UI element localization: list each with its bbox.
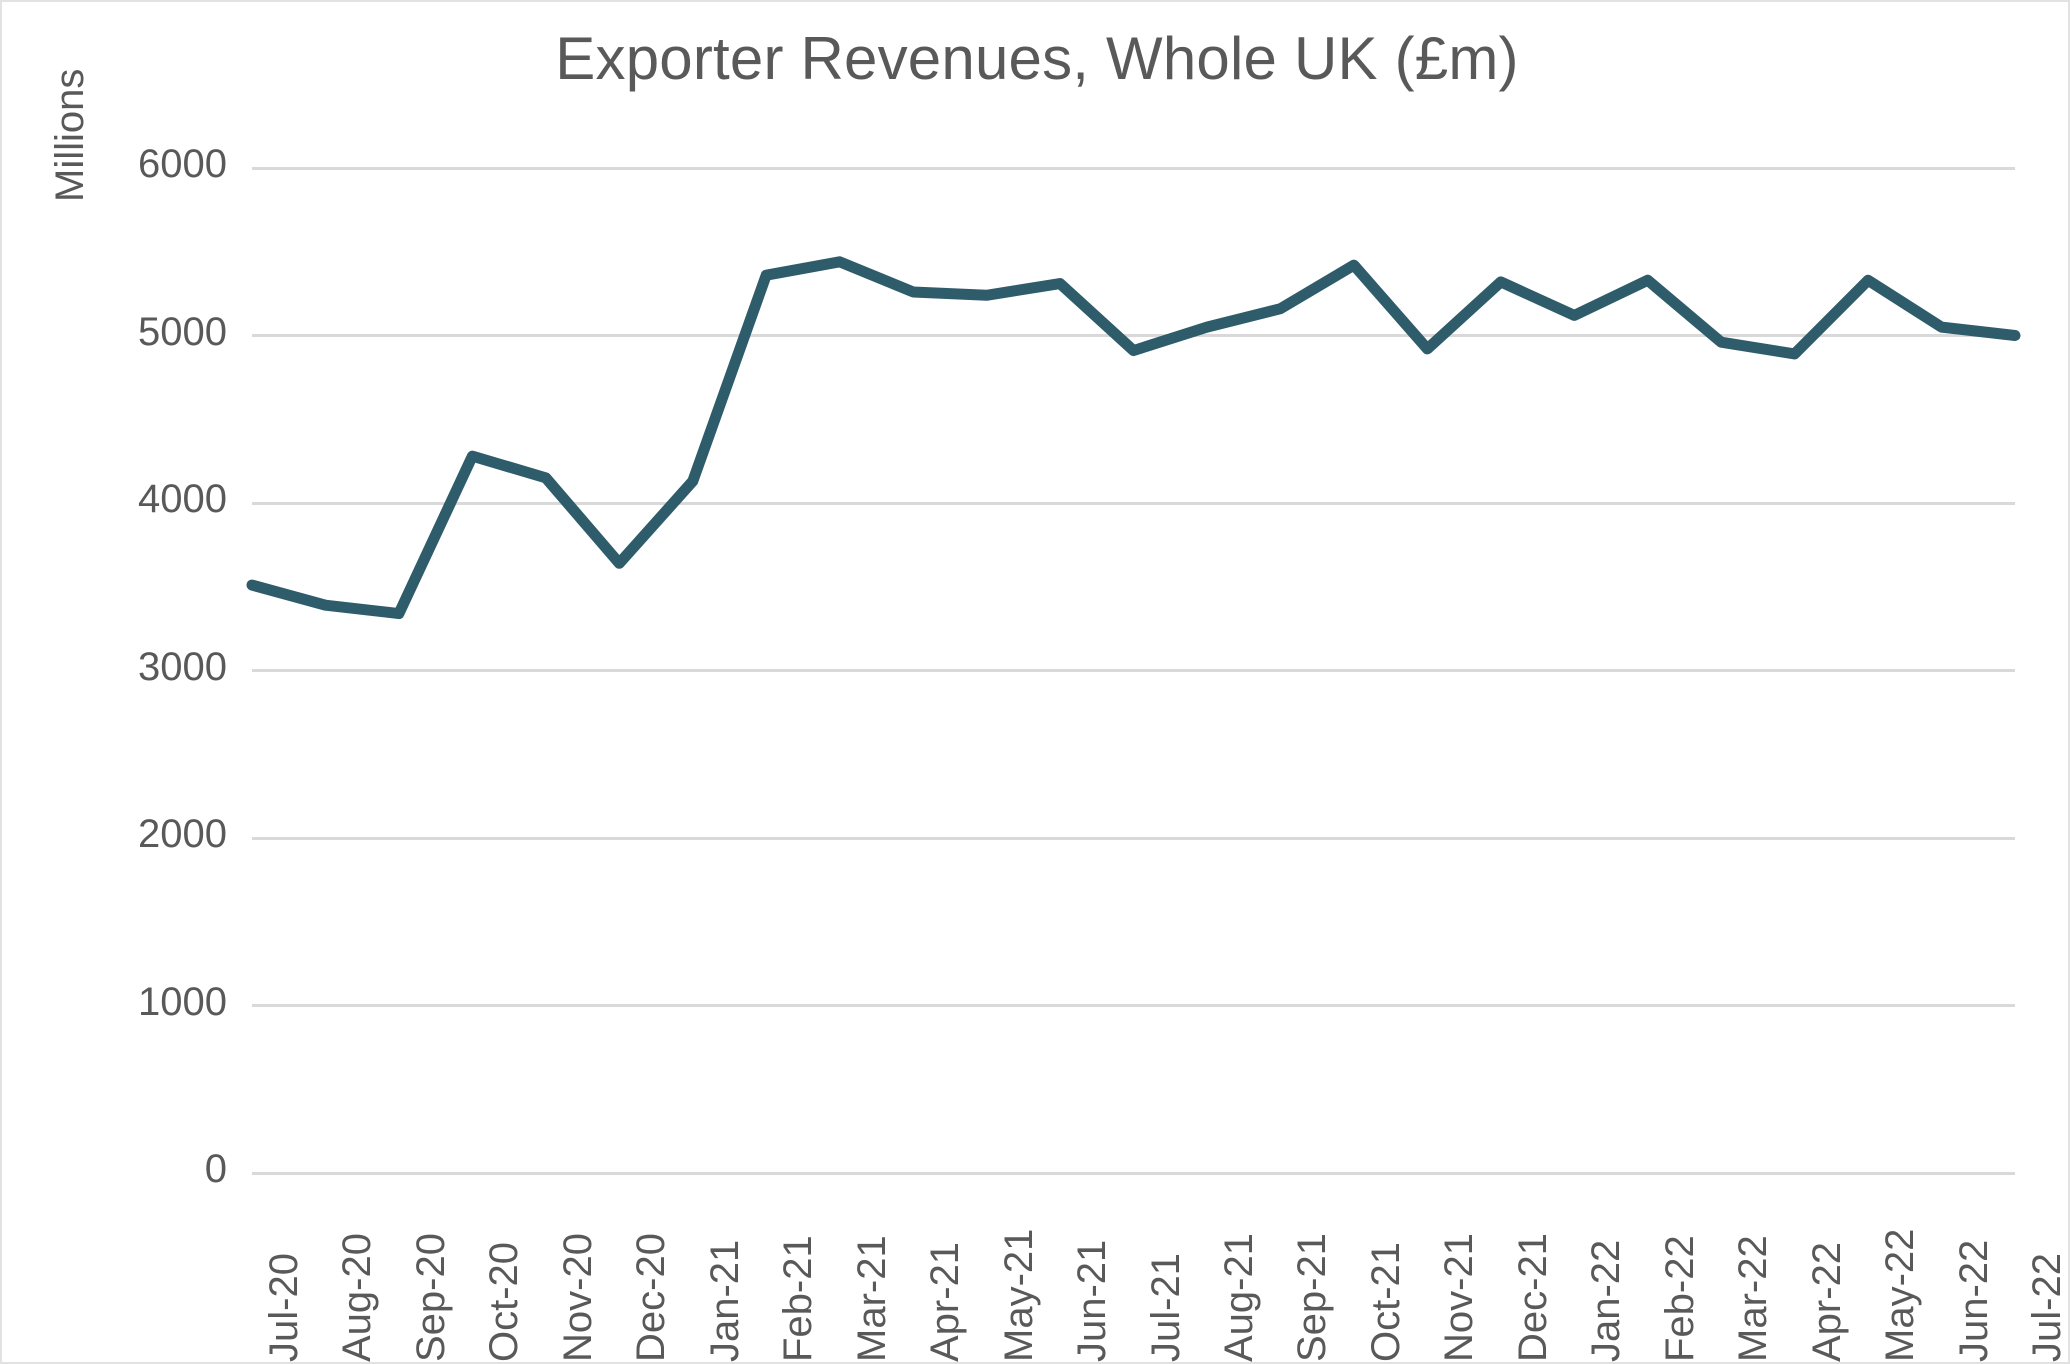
x-axis-tick-label: May-21 — [996, 1228, 1041, 1362]
x-axis-tick-label: Jul-22 — [2025, 1253, 2069, 1362]
x-axis-tick-label: Aug-20 — [335, 1233, 380, 1362]
y-axis-tick-label: 3000 — [138, 644, 227, 689]
x-axis-tick: Oct-21 — [1334, 1187, 1408, 1362]
x-axis-tick-label: Feb-22 — [1657, 1235, 1702, 1362]
x-axis-tick-label: Jul-20 — [262, 1253, 306, 1362]
gridline — [252, 1171, 2015, 1175]
y-axis-tick-label: 0 — [204, 1147, 227, 1191]
x-axis-tick: Jun-21 — [1040, 1187, 1114, 1362]
x-axis-tick: Oct-20 — [452, 1187, 526, 1362]
x-axis-tick-label: Oct-20 — [482, 1241, 527, 1362]
x-axis-tick-label: Apr-21 — [923, 1241, 968, 1362]
chart-title: Exporter Revenues, Whole UK (£m) — [555, 25, 1519, 92]
x-axis-tick: Feb-21 — [746, 1187, 820, 1362]
x-axis-tick: Nov-21 — [1407, 1187, 1481, 1362]
x-axis-tick-label: Dec-21 — [1510, 1233, 1555, 1362]
x-axis-tick: Jun-22 — [1922, 1187, 1996, 1362]
y-axis-tick-label: 4000 — [138, 477, 227, 521]
x-axis-tick: May-21 — [967, 1187, 1041, 1362]
x-axis-tick: Aug-20 — [305, 1187, 379, 1362]
x-axis-tick: Apr-21 — [893, 1187, 967, 1362]
x-axis-tick-label: Jan-21 — [702, 1239, 747, 1362]
x-axis-tick-label: Sep-21 — [1290, 1233, 1335, 1362]
x-axis-tick-label: Aug-21 — [1216, 1233, 1261, 1362]
x-axis-tick: Jul-21 — [1114, 1187, 1188, 1362]
x-axis-tick-label: Jan-22 — [1584, 1239, 1629, 1362]
x-axis-tick: Dec-20 — [599, 1187, 673, 1362]
x-axis-tick-label: Nov-21 — [1437, 1233, 1482, 1362]
series-line-exporter-revenues — [246, 256, 2021, 620]
x-axis-tick: Nov-20 — [526, 1187, 600, 1362]
x-axis-tick-label: Oct-21 — [1363, 1241, 1408, 1362]
x-axis-tick-label: Mar-21 — [849, 1235, 894, 1362]
gridline — [252, 166, 2015, 170]
x-axis-tick: Sep-20 — [379, 1187, 453, 1362]
x-axis-tick: Jan-22 — [1554, 1187, 1628, 1362]
x-axis-tick: Mar-21 — [820, 1187, 894, 1362]
x-axis-tick: Aug-21 — [1187, 1187, 1261, 1362]
x-axis-tick-label: Jun-22 — [1951, 1239, 1996, 1362]
gridline — [252, 836, 2015, 840]
x-axis-tick-label: Dec-20 — [629, 1233, 674, 1362]
x-axis-tick-label: May-22 — [1878, 1228, 1923, 1362]
x-axis-tick-label: Jun-21 — [1070, 1239, 1115, 1362]
data-line-chart — [246, 256, 2021, 620]
x-axis-tick: Jul-22 — [1995, 1187, 2068, 1362]
x-axis-tick-label: Jul-21 — [1143, 1253, 1188, 1362]
x-axis-tick: Feb-22 — [1628, 1187, 1702, 1362]
x-axis-tick-label: Mar-22 — [1731, 1235, 1776, 1362]
gridline — [252, 334, 2015, 337]
x-axis-tick-label: Apr-22 — [1804, 1241, 1849, 1362]
y-axis-tick-label: 1000 — [138, 979, 227, 1024]
gridline — [252, 1004, 2015, 1007]
x-axis-tick: Jul-20 — [232, 1187, 306, 1362]
x-axis-tick-label: Sep-20 — [408, 1233, 453, 1362]
x-axis-tick: Dec-21 — [1481, 1187, 1555, 1362]
y-axis-tick-label: 2000 — [138, 812, 227, 856]
y-axis-tick-label: 5000 — [138, 309, 227, 354]
plot-area — [252, 166, 2015, 1175]
gridline — [252, 501, 2015, 505]
y-axis-tick-label: 6000 — [138, 142, 227, 186]
x-axis-tick: Apr-22 — [1775, 1187, 1849, 1362]
x-axis-tick-label: Feb-21 — [776, 1235, 821, 1362]
x-axis-tick: May-22 — [1848, 1187, 1922, 1362]
gridline — [252, 669, 2015, 672]
x-axis-tick: Sep-21 — [1260, 1187, 1334, 1362]
x-axis-tick: Jan-21 — [673, 1187, 747, 1362]
x-axis-tick-label: Nov-20 — [555, 1233, 600, 1362]
x-axis-tick: Mar-22 — [1701, 1187, 1775, 1362]
